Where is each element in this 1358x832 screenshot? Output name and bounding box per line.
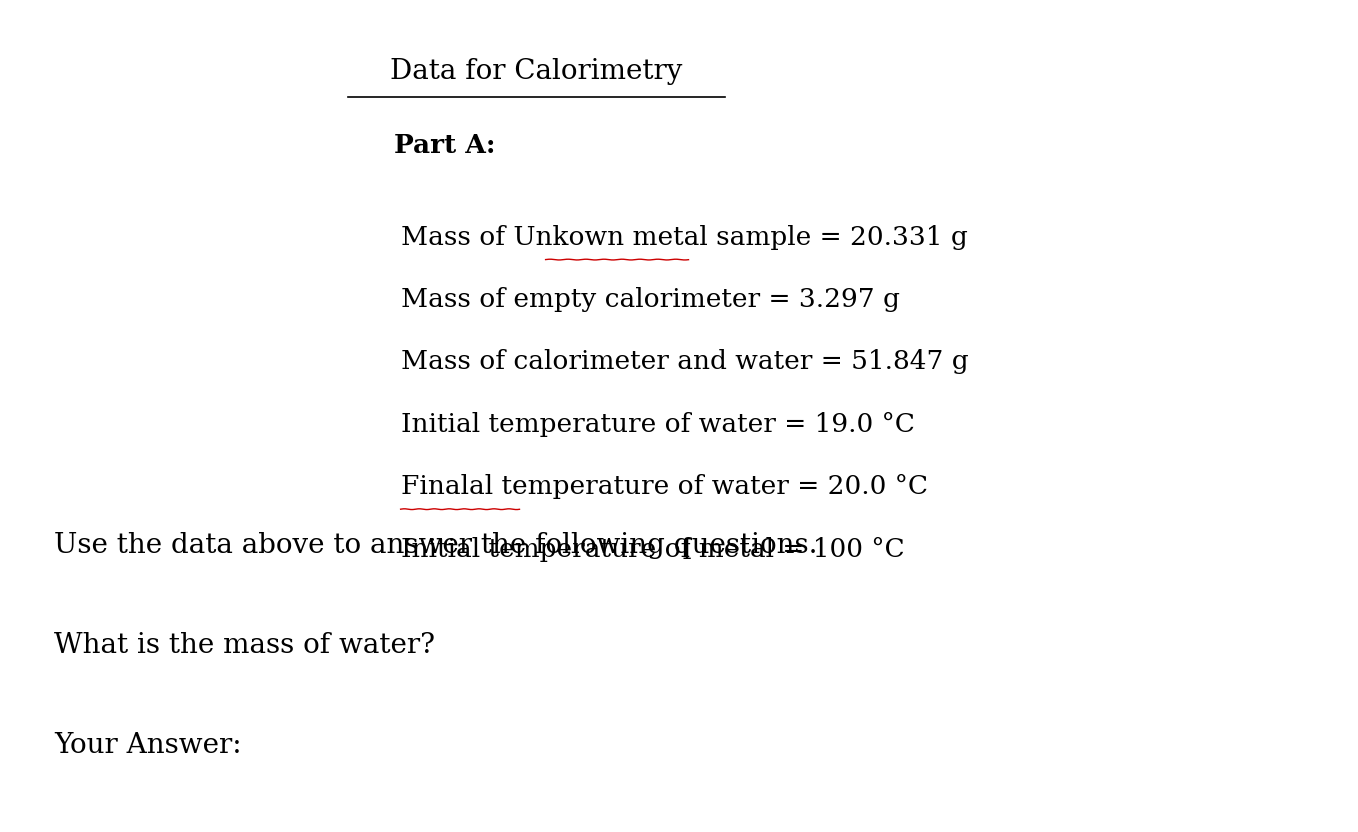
Text: Mass of calorimeter and water = 51.847 g: Mass of calorimeter and water = 51.847 g: [401, 349, 968, 374]
Text: Initial temperature of metal = 100 °C: Initial temperature of metal = 100 °C: [401, 537, 904, 562]
Text: What is the mass of water?: What is the mass of water?: [54, 632, 436, 659]
Text: Mass of Unkown metal sample = 20.331 g: Mass of Unkown metal sample = 20.331 g: [401, 225, 967, 250]
Text: Your Answer:: Your Answer:: [54, 732, 242, 759]
Text: Mass of empty calorimeter = 3.297 g: Mass of empty calorimeter = 3.297 g: [401, 287, 899, 312]
Text: Use the data above to answer the following questions.: Use the data above to answer the followi…: [54, 532, 818, 559]
Text: Finalal temperature of water = 20.0 °C: Finalal temperature of water = 20.0 °C: [401, 474, 928, 499]
Text: Initial temperature of water = 19.0 °C: Initial temperature of water = 19.0 °C: [401, 412, 914, 437]
Text: Part A:: Part A:: [394, 133, 496, 158]
Text: Data for Calorimetry: Data for Calorimetry: [390, 58, 683, 85]
